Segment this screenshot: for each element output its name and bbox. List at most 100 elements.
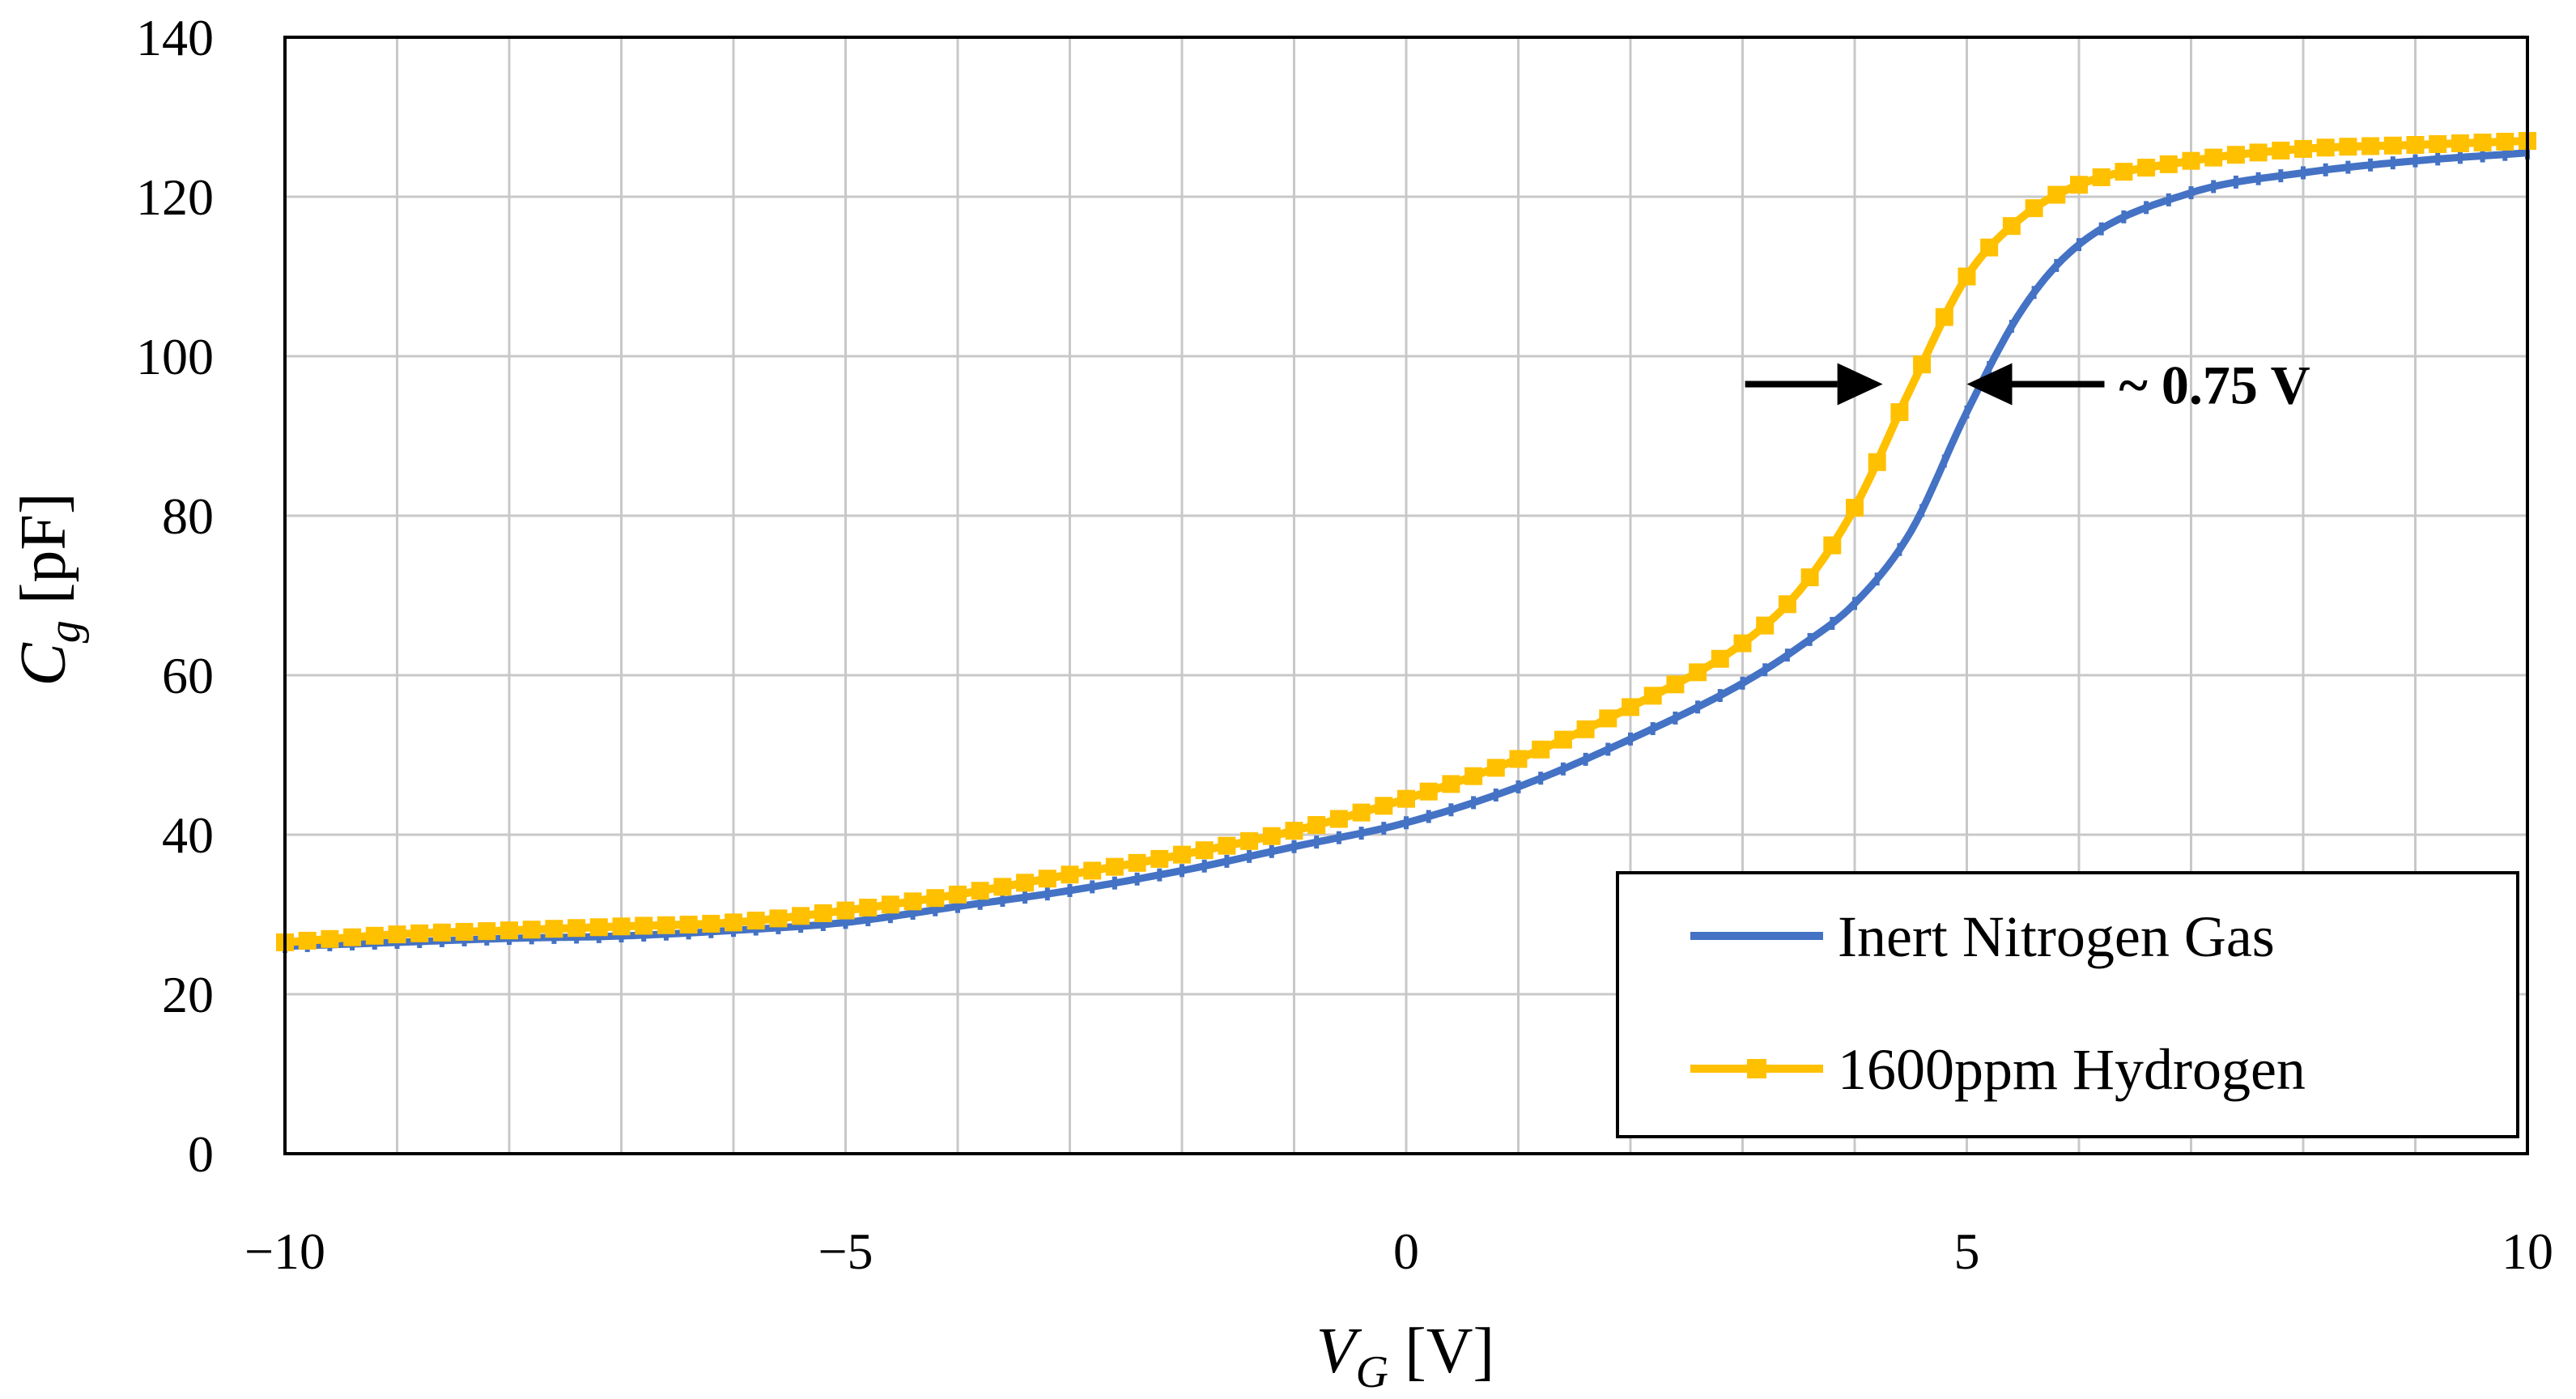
data-point [455, 922, 474, 941]
y-tick-label: 100 [136, 328, 214, 385]
data-point [2211, 180, 2217, 193]
data-point [1464, 767, 1483, 785]
data-point [1830, 616, 1835, 630]
data-point [836, 901, 855, 920]
data-point [769, 909, 788, 928]
x-axis-title: VG [V] [1316, 1316, 1494, 1397]
data-point [725, 913, 742, 932]
data-point [2406, 135, 2425, 154]
data-point [881, 895, 899, 914]
data-point [1800, 568, 1819, 587]
data-point [1515, 780, 1521, 793]
data-point [2166, 193, 2171, 206]
data-point [2278, 169, 2284, 183]
data-point [1599, 709, 1617, 728]
x-tick-label: −10 [244, 1223, 325, 1280]
data-point [657, 916, 675, 934]
y-tick-labels: 0 20 40 60 80 100 120 140 [136, 9, 214, 1183]
data-point [321, 929, 339, 948]
data-point [596, 929, 601, 943]
data-point [343, 928, 362, 946]
data-point [1673, 711, 1678, 725]
data-point [1240, 831, 1259, 850]
data-point [2098, 222, 2104, 236]
data-point [410, 924, 429, 942]
y-tick-label: 80 [162, 487, 214, 545]
data-point [2159, 155, 2178, 173]
data-point [2429, 134, 2447, 153]
data-point [522, 921, 541, 939]
annotation-arrowhead-right [1966, 363, 2013, 406]
data-point [1486, 759, 1505, 777]
data-point [933, 903, 938, 916]
data-point [798, 920, 804, 933]
data-point [1622, 698, 1639, 717]
y-tick-label: 140 [136, 9, 214, 66]
data-point [1314, 836, 1320, 849]
data-point [641, 929, 647, 942]
data-point [1201, 859, 1207, 873]
data-point [574, 930, 580, 944]
data-point [971, 882, 989, 900]
data-point [567, 919, 586, 938]
data-point [1247, 849, 1252, 863]
data-point [1583, 752, 1588, 766]
data-point [2480, 149, 2485, 163]
data-point [977, 896, 983, 910]
data-point [298, 931, 317, 950]
data-point [1022, 891, 1028, 904]
data-point [1964, 405, 1970, 419]
data-point [545, 920, 563, 938]
series-layer [276, 132, 2536, 953]
data-point [2249, 143, 2268, 162]
data-point [1756, 616, 1775, 635]
data-point [2294, 139, 2312, 158]
annotation-label: ~ 0.75 V [2119, 354, 2310, 415]
data-point [2368, 158, 2374, 172]
data-point [1784, 648, 1790, 662]
data-point [2031, 286, 2037, 300]
y-tick-label: 40 [162, 806, 214, 864]
data-point [1224, 854, 1230, 868]
y-tick-label: 0 [188, 1125, 214, 1183]
data-point [478, 922, 496, 941]
data-point [2301, 166, 2306, 180]
data-point [1262, 827, 1281, 845]
data-point [2077, 238, 2081, 252]
data-point [1941, 454, 1947, 468]
x-tick-labels: −10 −5 0 5 10 [244, 1223, 2553, 1280]
data-point [746, 912, 765, 930]
data-point [1493, 788, 1498, 802]
data-point [903, 892, 922, 911]
data-point [2412, 154, 2418, 168]
data-point [2226, 146, 2245, 164]
data-point [955, 899, 960, 913]
data-point [1448, 803, 1454, 817]
legend-marker-hydrogen [1747, 1059, 1766, 1078]
data-point [1919, 504, 1925, 517]
data-point [1897, 542, 1902, 556]
data-point [1471, 796, 1477, 810]
data-point [2204, 148, 2223, 167]
data-point [1397, 789, 1415, 808]
data-point [1016, 874, 1035, 892]
data-point [1419, 782, 1438, 801]
data-point [1733, 634, 1752, 653]
data-point [910, 907, 916, 921]
data-point [1868, 453, 1886, 471]
data-point [949, 885, 967, 904]
legend-item-nitrogen: Inert Nitrogen Gas [1690, 904, 2275, 969]
data-point [1352, 803, 1371, 822]
data-point [1269, 844, 1274, 858]
data-point [1560, 762, 1566, 776]
data-point [843, 916, 848, 929]
data-point [887, 910, 893, 924]
data-point [859, 899, 878, 917]
data-point [2233, 175, 2238, 189]
data-point [2002, 217, 2021, 236]
data-point [1913, 355, 1932, 374]
data-point [679, 916, 698, 934]
data-point [635, 916, 653, 935]
legend-label-hydrogen: 1600ppm Hydrogen [1838, 1037, 2306, 1102]
